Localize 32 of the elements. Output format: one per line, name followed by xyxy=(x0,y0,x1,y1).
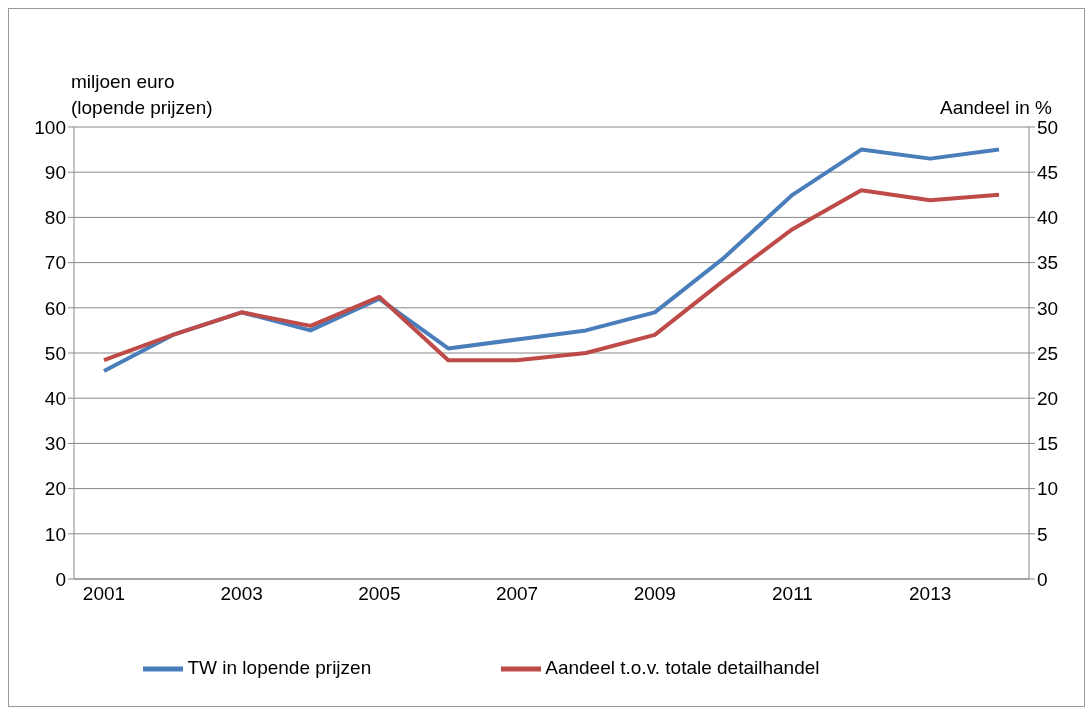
x-tick-label: 2013 xyxy=(909,583,952,605)
x-tick-label: 2009 xyxy=(633,583,676,605)
y-tick-label: 30 xyxy=(44,433,66,455)
y-tick-label: 60 xyxy=(44,297,66,319)
y-tick-label: 90 xyxy=(44,161,66,183)
y2-tick-label: 40 xyxy=(1037,207,1059,229)
y-tick-label: 20 xyxy=(44,478,66,500)
y2-tick-label: 0 xyxy=(1037,568,1048,590)
legend-label: TW in lopende prijzen xyxy=(187,657,372,679)
x-tick-label: 2007 xyxy=(495,583,539,605)
y-tick-label: 100 xyxy=(34,116,66,138)
y2-tick-label: 20 xyxy=(1037,387,1059,409)
y2-tick-label: 25 xyxy=(1037,342,1059,364)
y-tick-label: 80 xyxy=(44,207,66,229)
y-tick-label: 10 xyxy=(44,523,66,545)
x-tick-label: 2005 xyxy=(358,583,401,605)
y2-tick-label: 45 xyxy=(1037,161,1059,183)
legend-label: Aandeel t.o.v. totale detailhandel xyxy=(545,657,820,679)
line-series xyxy=(102,188,1001,363)
y-axis-title: miljoen euro (lopende prijzen) xyxy=(71,70,213,120)
y-tick-label: 50 xyxy=(44,342,66,364)
y2-tick-label: 15 xyxy=(1037,433,1059,455)
y2-tick-label: 10 xyxy=(1037,478,1059,500)
y2-tick-label: 35 xyxy=(1037,252,1059,274)
x-tick-label: 2001 xyxy=(82,583,126,605)
y2-tick-label: 5 xyxy=(1037,523,1048,545)
x-tick-label: 2011 xyxy=(772,583,813,605)
x-tick-label: 2003 xyxy=(220,583,263,605)
y-tick-label: 0 xyxy=(55,568,66,590)
y-tick-label: 70 xyxy=(44,252,66,274)
y-tick-label: 40 xyxy=(44,387,66,409)
y2-tick-label: 30 xyxy=(1037,297,1059,319)
